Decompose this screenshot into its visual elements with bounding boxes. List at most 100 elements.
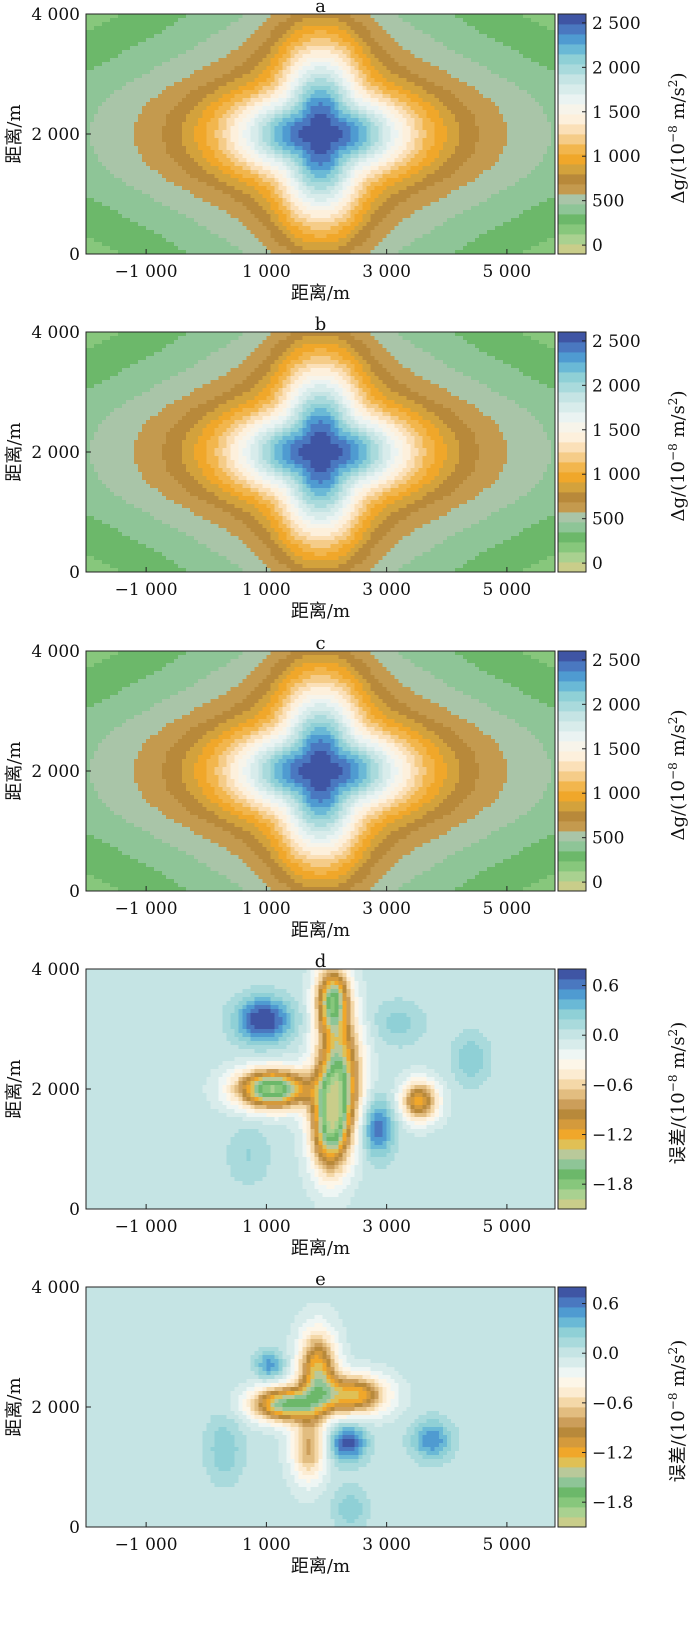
heatmap-cell (411, 50, 416, 55)
heatmap-cell (519, 150, 524, 155)
heatmap-cell (126, 50, 131, 55)
heatmap-cell (323, 158, 328, 163)
heatmap-cell (391, 94, 396, 99)
heatmap-cell (222, 182, 227, 187)
heatmap-cell (226, 110, 231, 115)
heatmap-cell (146, 126, 151, 131)
heatmap-cell (94, 162, 99, 167)
heatmap-cell (134, 182, 139, 187)
heatmap-cell (547, 46, 552, 51)
heatmap-cell (539, 62, 544, 67)
heatmap-cell (190, 86, 195, 91)
heatmap-cell (391, 18, 396, 23)
heatmap-cell (423, 42, 428, 47)
heatmap-cell (527, 46, 532, 51)
heatmap-cell (515, 106, 520, 111)
heatmap-cell (335, 106, 340, 111)
heatmap-cell (154, 134, 159, 139)
heatmap-cell (543, 18, 548, 23)
heatmap-cell (110, 158, 115, 163)
heatmap-cell (375, 114, 380, 119)
heatmap-cell (154, 170, 159, 175)
heatmap-cell (302, 130, 307, 135)
heatmap-cell (375, 94, 380, 99)
heatmap-cell (114, 82, 119, 87)
heatmap-cell (166, 30, 171, 35)
heatmap-cell (351, 130, 356, 135)
heatmap-cell (375, 34, 380, 39)
heatmap-cell (210, 70, 215, 75)
heatmap-cell (186, 26, 191, 31)
heatmap-cell (250, 58, 255, 63)
heatmap-cell (94, 34, 99, 39)
heatmap-cell (347, 110, 352, 115)
heatmap-cell (367, 106, 372, 111)
heatmap-cell (302, 162, 307, 167)
heatmap-cell (146, 174, 151, 179)
heatmap-cell (166, 22, 171, 27)
heatmap-cell (258, 130, 263, 135)
heatmap-cell (523, 150, 528, 155)
heatmap-cell (102, 102, 107, 107)
heatmap-cell (278, 106, 283, 111)
heatmap-cell (507, 138, 512, 143)
heatmap-cell (375, 174, 380, 179)
heatmap-cell (391, 70, 396, 75)
heatmap-cell (310, 106, 315, 111)
heatmap-cell (371, 18, 376, 23)
heatmap-cell (387, 86, 392, 91)
heatmap-cell (306, 18, 311, 23)
heatmap-cell (351, 86, 356, 91)
heatmap-cell (134, 174, 139, 179)
heatmap-cell (250, 142, 255, 147)
heatmap-cell (290, 62, 295, 67)
heatmap-cell (367, 98, 372, 103)
heatmap-cell (242, 22, 247, 27)
heatmap-cell (158, 174, 163, 179)
heatmap-cell (194, 126, 199, 131)
heatmap-cell (258, 134, 263, 139)
heatmap-cell (106, 150, 111, 155)
heatmap-cell (499, 174, 504, 179)
heatmap-cell (266, 74, 271, 79)
heatmap-cell (130, 130, 135, 135)
heatmap-cell (178, 86, 183, 91)
heatmap-cell (234, 114, 239, 119)
heatmap-cell (543, 70, 548, 75)
heatmap-cell (238, 42, 243, 47)
heatmap-cell (206, 114, 211, 119)
heatmap-cell (331, 118, 336, 123)
heatmap-cell (178, 58, 183, 63)
heatmap-cell (483, 94, 488, 99)
heatmap-cell (218, 26, 223, 31)
heatmap-cell (314, 26, 319, 31)
heatmap-cell (531, 130, 536, 135)
heatmap-cell (106, 126, 111, 131)
heatmap-cell (118, 174, 123, 179)
heatmap-cell (298, 94, 303, 99)
heatmap-cell (154, 138, 159, 143)
heatmap-cell (511, 34, 516, 39)
heatmap-cell (399, 110, 404, 115)
heatmap-cell (399, 134, 404, 139)
heatmap-cell (459, 138, 464, 143)
heatmap-cell (323, 134, 328, 139)
heatmap-cell (451, 154, 456, 159)
heatmap-cell (475, 50, 480, 55)
heatmap-cell (539, 70, 544, 75)
heatmap-cell (355, 54, 360, 59)
heatmap-cell (162, 170, 167, 175)
heatmap-cell (531, 154, 536, 159)
heatmap-cell (475, 138, 480, 143)
heatmap-cell (246, 58, 251, 63)
heatmap-cell (298, 158, 303, 163)
heatmap-cell (258, 158, 263, 163)
heatmap-cell (254, 66, 259, 71)
heatmap-cell (174, 170, 179, 175)
heatmap-cell (158, 42, 163, 47)
heatmap-cell (146, 114, 151, 119)
heatmap-cell (314, 58, 319, 63)
heatmap-cell (314, 30, 319, 35)
heatmap-cell (463, 138, 468, 143)
heatmap-cell (479, 54, 484, 59)
